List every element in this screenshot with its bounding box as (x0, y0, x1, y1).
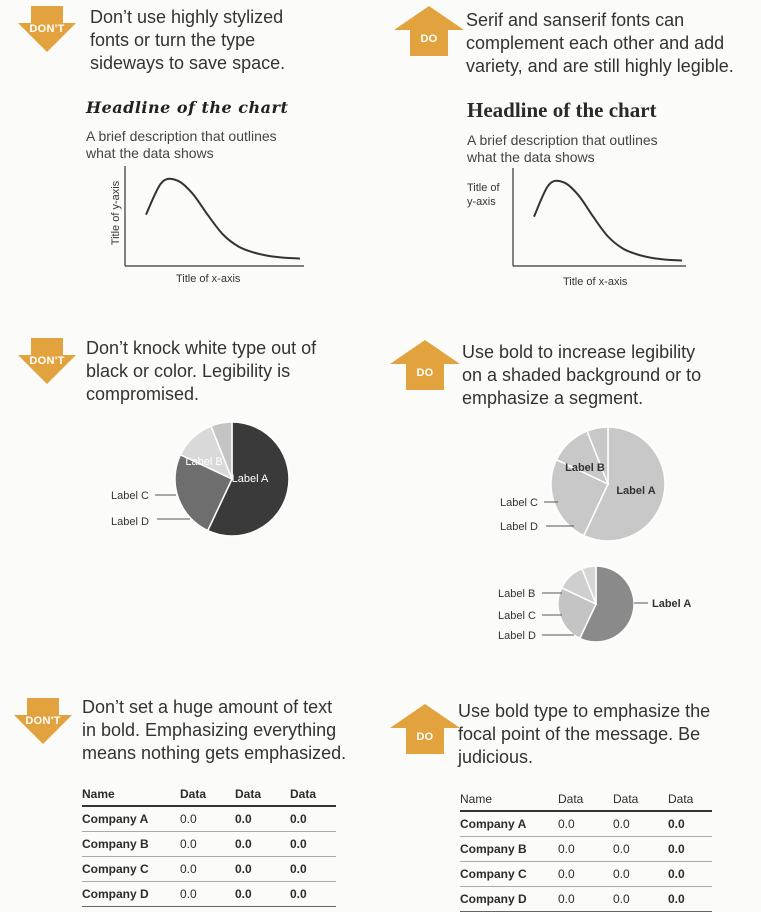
table-row: Company A 0.0 0.0 0.0 (82, 806, 336, 832)
table-row: Company A 0.0 0.0 0.0 (460, 811, 712, 837)
pie-slice-label-a (206, 421, 290, 537)
pie-dark-label-a: Label A (232, 473, 269, 485)
dont-badge-label: DON'T (29, 23, 65, 35)
pie-small-label-d: Label D (498, 630, 536, 642)
pie-slice-label-a (578, 565, 635, 643)
col-header-data: Data (235, 787, 290, 807)
col-header-name: Name (460, 792, 558, 812)
pie-slice-label-d (210, 421, 233, 480)
pie-light-label-c: Label C (500, 497, 538, 509)
tip-dont-stylized: Don’t use highly stylized fonts or turn … (90, 7, 286, 73)
pie-small-label-a: Label A (652, 598, 691, 610)
line-chart-right (512, 168, 686, 267)
description-right: A brief description that outlines what t… (467, 132, 658, 165)
col-header-name: Name (82, 787, 180, 807)
pie-slice-label-d (581, 565, 597, 605)
col-header-data: Data (290, 787, 336, 807)
pie-slice-label-d (586, 426, 609, 485)
table-row: Company D 0.0 0.0 0.0 (82, 881, 336, 907)
pie-light-label-b: Label B (565, 462, 605, 474)
do-badge-label: DO (416, 731, 434, 743)
col-header-data: Data (668, 792, 712, 812)
table-row: Company D 0.0 0.0 0.0 (460, 886, 712, 912)
do-badge-label: DO (420, 33, 438, 45)
line-series-right (533, 179, 683, 262)
table-row: Company B 0.0 0.0 0.0 (460, 836, 712, 862)
col-header-data: Data (180, 787, 235, 807)
data-table-all-bold: Name Data Data Data Company A 0.0 0.0 0.0 C… (82, 787, 336, 907)
table-row: Company C 0.0 0.0 0.0 (82, 856, 336, 882)
do-badge: DO (390, 704, 460, 754)
dont-badge: DON'T (18, 6, 76, 52)
tip-do-bold-shaded: Use bold to increase legibility on a sha… (462, 342, 702, 408)
do-badge-label: DO (416, 367, 434, 379)
do-badge: DO (390, 340, 460, 390)
x-axis-title-left: Title of x-axis (176, 273, 241, 285)
pie-dark-label-b: Label B (185, 456, 222, 468)
pie-light-label-d: Label D (500, 521, 538, 533)
y-axis-title-horizontal: Title of y-axis (467, 182, 500, 208)
pie-chart-dark: Label A Label B Label C Label D (111, 421, 290, 537)
pie-light-label-a: Label A (616, 485, 655, 497)
y-axis-title-rotated: Title of y-axis (110, 180, 122, 246)
headline-serif: Headline of the chart (467, 98, 657, 122)
pie-slice-label-a (582, 426, 666, 542)
x-axis-title-right: Title of x-axis (563, 276, 628, 288)
tip-dont-knockout: Don’t knock white type out of black or c… (86, 338, 317, 404)
col-header-data: Data (558, 792, 613, 812)
data-table-judicious: Name Data Data Data Company A 0.0 0.0 0.0 C… (460, 792, 712, 912)
pie-slice-label-b (550, 458, 609, 537)
headline-stylized: Headline of the chart (86, 98, 289, 117)
pie-dark-label-c: Label C (111, 490, 149, 502)
dont-badge-label: DON'T (29, 355, 65, 367)
pie-small-label-b: Label B (498, 588, 535, 600)
description-left: A brief description that outlines what t… (86, 128, 277, 161)
pie-small-slices (557, 565, 635, 643)
pie-dark-label-d: Label D (111, 516, 149, 528)
do-badge: DO (394, 6, 464, 56)
table-row: Company C 0.0 0.0 0.0 (460, 861, 712, 887)
pie-small-label-c: Label C (498, 610, 536, 622)
table-row: Company B 0.0 0.0 0.0 (82, 831, 336, 857)
pie-light-slices (550, 426, 666, 542)
pie-slice-label-b (557, 586, 597, 640)
pie-slice-label-b (174, 453, 233, 532)
dont-badge: DON'T (14, 698, 72, 744)
line-series-left (145, 177, 301, 260)
pie-dark-slices (174, 421, 290, 537)
dont-badge-label: DON'T (25, 715, 61, 727)
pie-chart-light: Label A Label B Label C Label D (500, 426, 666, 542)
col-header-data: Data (613, 792, 668, 812)
tip-do-bold-focal: Use bold type to emphasize the focal poi… (458, 701, 711, 767)
dont-badge: DON'T (18, 338, 76, 384)
pie-chart-small: Label B Label C Label D Label A (498, 565, 691, 643)
tip-dont-all-bold: Don’t set a huge amount of text in bold.… (82, 697, 347, 763)
tip-do-serif-sans: Serif and sanserif fonts can complement … (466, 10, 734, 76)
line-chart-left (124, 166, 304, 267)
